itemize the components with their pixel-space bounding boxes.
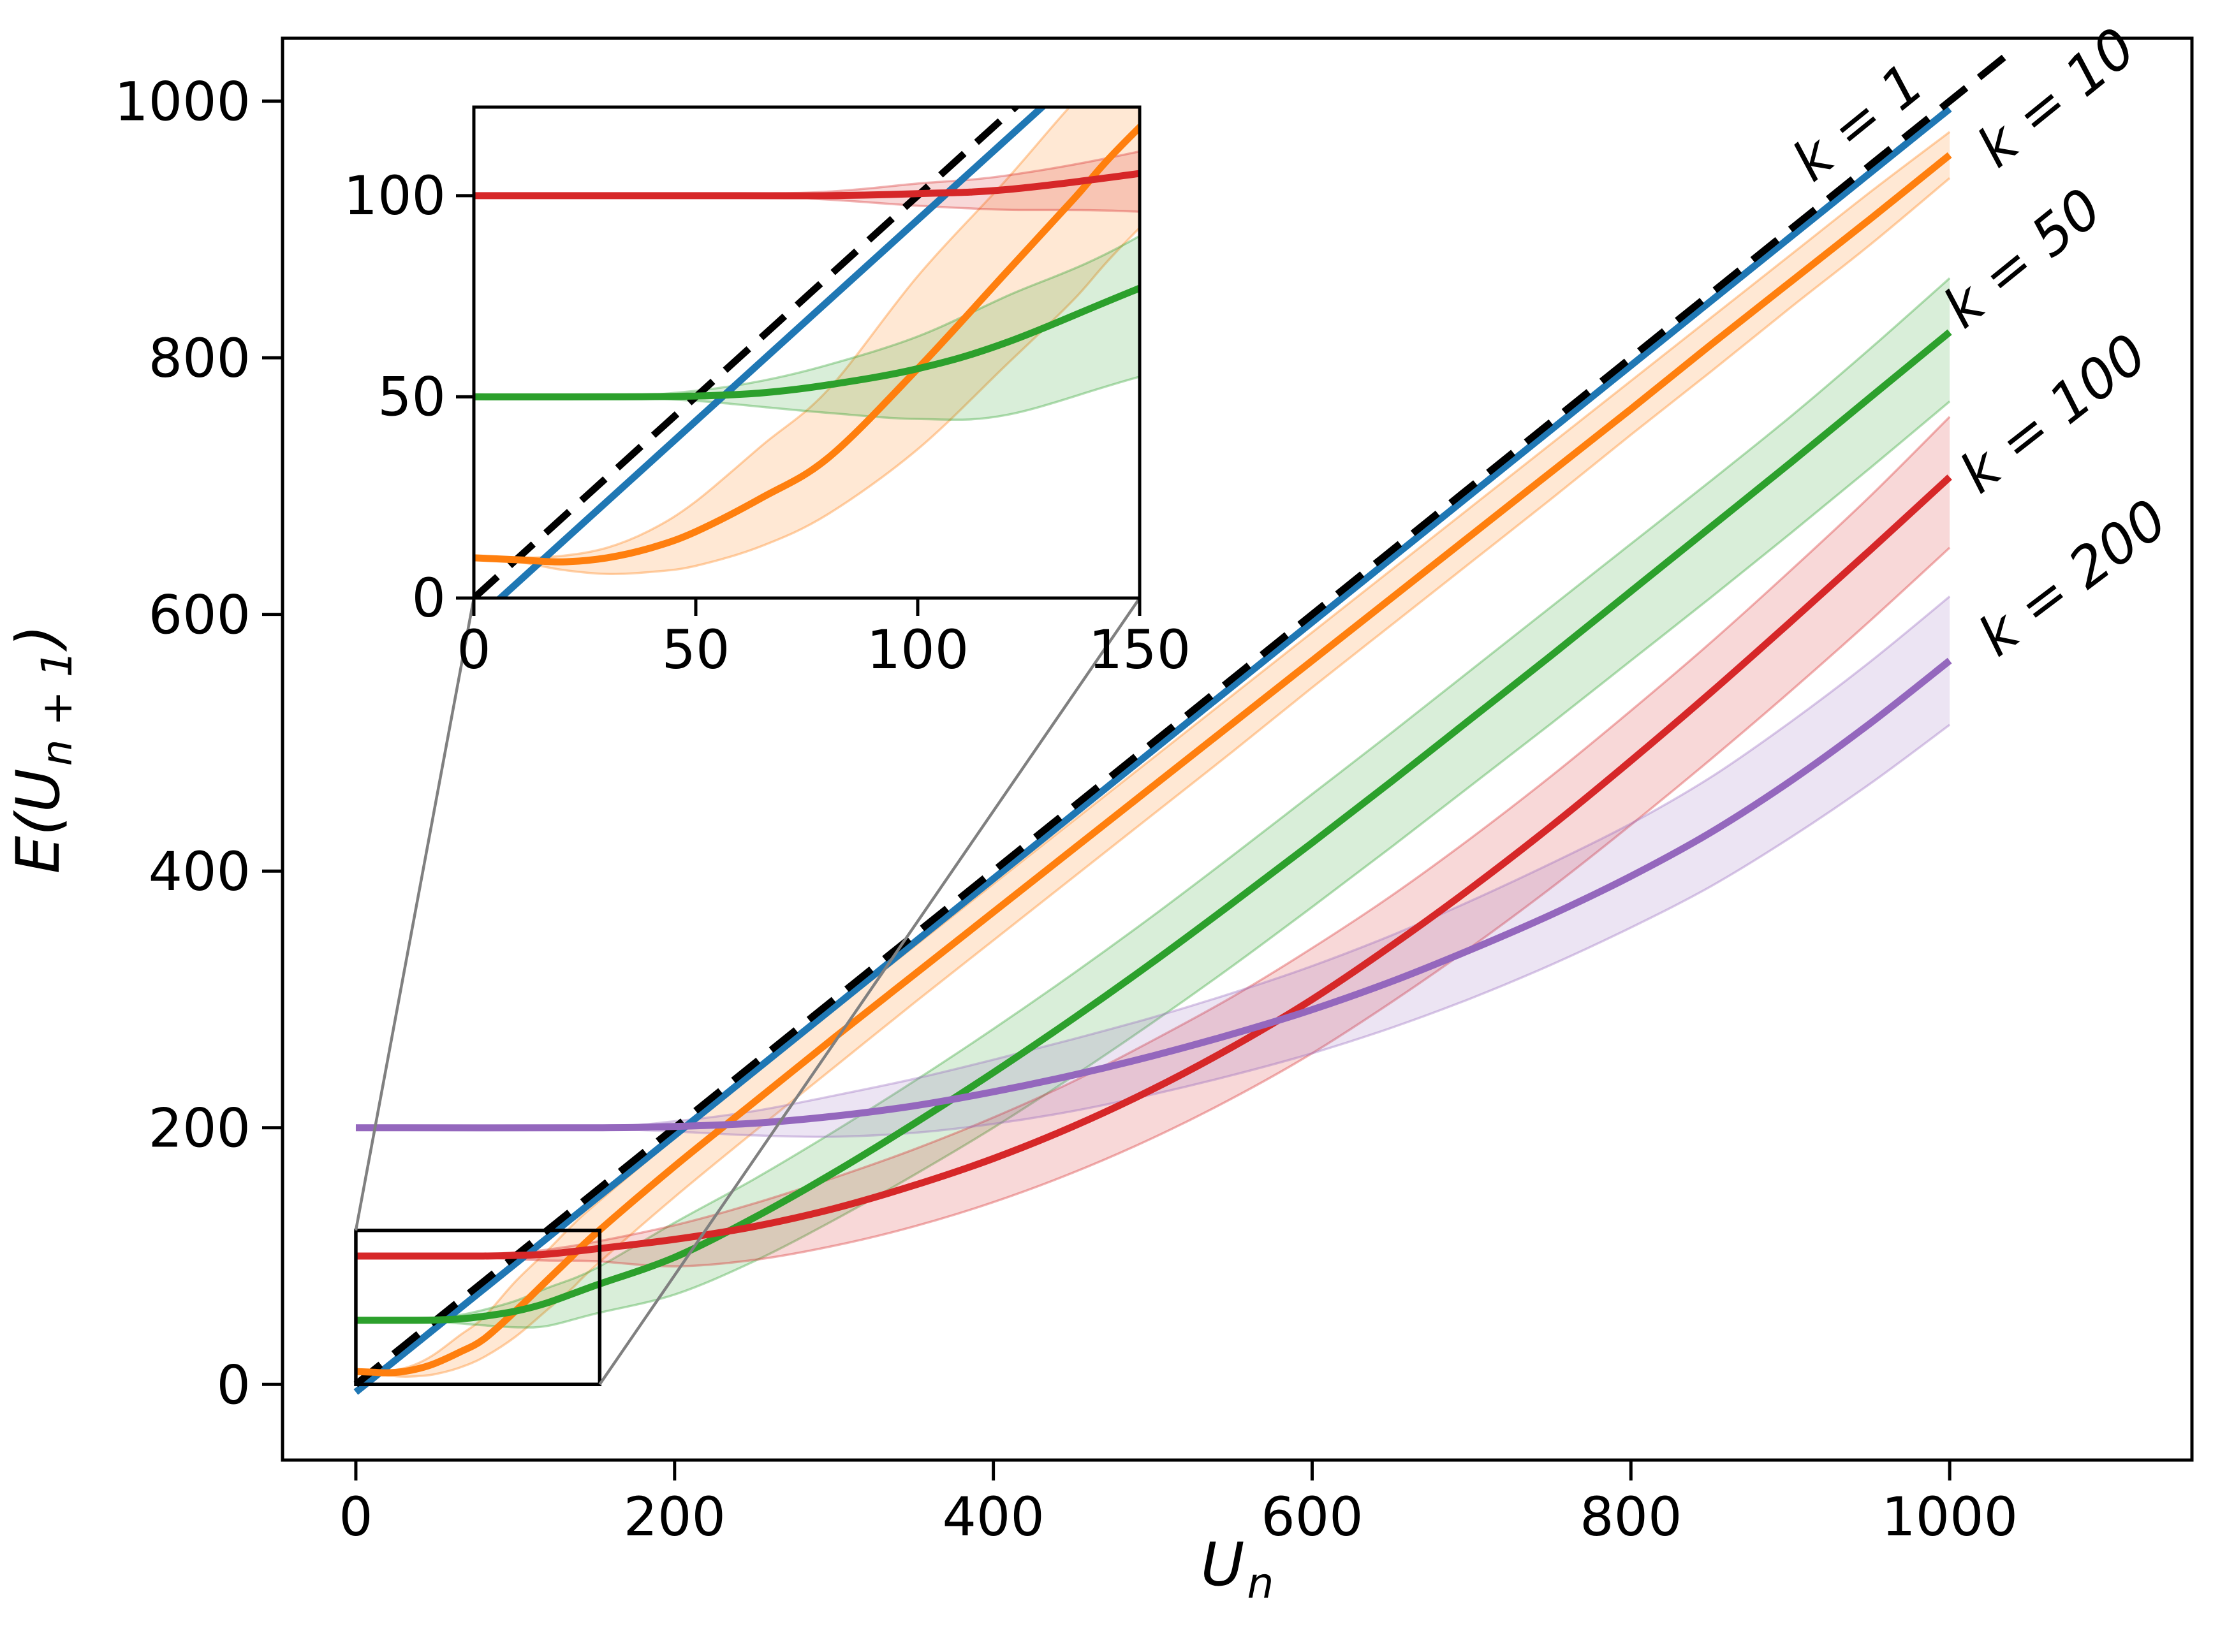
x-axis-label-symbol: U: [1201, 1530, 1245, 1600]
series-line-k-200: [355, 657, 1952, 1132]
inset-x-tick-label: 150: [1089, 618, 1191, 681]
inset-plot-area: [474, 107, 1140, 598]
x-axis-label: Un: [1201, 1530, 1274, 1608]
main-x-tick-label: 400: [942, 1486, 1044, 1548]
main-x-tick-label: 200: [624, 1486, 726, 1548]
series-label-k-100: k = 100: [1948, 322, 2159, 506]
main-spines: [281, 36, 2194, 1462]
series-line-k-50: [355, 329, 1952, 1324]
series-label-k-10: k = 10: [1966, 16, 2147, 180]
series-line-k-50-inset: [474, 284, 1140, 401]
main-y-tick-label: 1000: [114, 71, 251, 133]
series-band-k-100-inset: [474, 151, 1140, 212]
inset-spines: [472, 105, 1142, 600]
main-plot-area: [353, 47, 2016, 1395]
y-axis-label-open: E(U: [4, 768, 73, 874]
inset-y-tick-label: 100: [344, 164, 446, 227]
series-band-k-10: [355, 131, 1950, 1377]
inset-x-tick-label: 50: [662, 618, 730, 681]
series-band-edge-high-k-100: [355, 416, 1951, 1257]
inset-connector-line-left: [354, 597, 476, 1231]
series-band-edge-low-k-10-inset: [474, 226, 1140, 575]
main-x-tick-label: 800: [1580, 1486, 1682, 1548]
series-band-edge-low-k-100-inset: [474, 194, 1140, 213]
series-band-edge-high-k-10: [355, 131, 1951, 1373]
main-y-tick-label: 800: [149, 327, 251, 390]
identity-reference-line: [353, 47, 2016, 1387]
series-band-k-10-inset: [474, 107, 1140, 574]
main-x-tick-label: 600: [1261, 1486, 1363, 1548]
inset-y-tick-label: 0: [412, 567, 446, 629]
series-band-k-100: [355, 416, 1950, 1267]
inset-y-tick-label: 50: [378, 365, 446, 428]
main-y-tick-label: 400: [149, 840, 251, 903]
series-band-edge-low-k-10: [355, 177, 1951, 1378]
series-band-edge-high-k-100-inset: [474, 150, 1140, 197]
series-line-k-1: [353, 106, 1952, 1395]
main-x-tick-label: 1000: [1881, 1486, 2018, 1548]
inset-x-tick-label: 0: [457, 618, 490, 681]
y-axis-label: E(Un + 1): [4, 625, 82, 874]
series-band-edge-high-k-200: [355, 596, 1951, 1129]
y-axis-label-subscript: n + 1: [33, 650, 82, 766]
zoom-region-rect: [354, 1228, 602, 1387]
series-band-edge-low-k-50-inset: [474, 376, 1140, 421]
x-axis-label-subscript: n: [1247, 1559, 1274, 1608]
series-line-k-100: [355, 474, 1952, 1260]
series-line-k-100-inset: [474, 170, 1140, 200]
series-label-k-50: k = 50: [1932, 177, 2113, 341]
main-y-tick-label: 0: [217, 1354, 251, 1416]
series-band-k-200: [355, 596, 1950, 1137]
series-band-edge-low-k-50: [355, 400, 1951, 1329]
main-x-tick-label: 0: [339, 1486, 372, 1548]
y-axis-label-close: ): [4, 625, 73, 652]
inset-connector-line-right: [598, 597, 1141, 1385]
main-y-tick-label: 600: [149, 584, 251, 647]
inset-frame: 0 50 100 150 0 50 100: [344, 105, 1191, 681]
series-band-edge-high-k-50-inset: [474, 234, 1140, 398]
series-label-k-200: k = 200: [1967, 487, 2179, 669]
series-band-edge-high-k-10-inset: [474, 107, 1071, 559]
main-y-tick-label: 200: [149, 1097, 251, 1160]
series-line-k-10-inset: [474, 122, 1140, 566]
series-line-k-10: [355, 152, 1952, 1377]
inset-x-tick-label: 100: [867, 618, 969, 681]
series-band-k-50-inset: [474, 235, 1140, 420]
